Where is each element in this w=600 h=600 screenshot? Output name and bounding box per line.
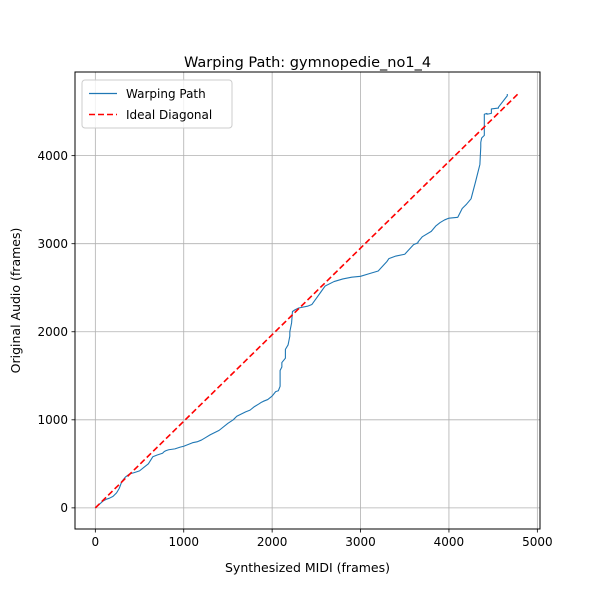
x-tick-label-3000: 3000 xyxy=(345,535,376,549)
x-tick-label-1000: 1000 xyxy=(168,535,199,549)
y-tick-label-2000: 2000 xyxy=(37,325,68,339)
x-axis-ticks: 0 1000 2000 3000 4000 5000 xyxy=(92,529,553,549)
series-line-warping-path xyxy=(94,94,508,509)
y-tick-label-0: 0 xyxy=(60,501,68,515)
x-tick-label-5000: 5000 xyxy=(522,535,553,549)
y-tick-label-3000: 3000 xyxy=(37,237,68,251)
legend: Warping Path Ideal Diagonal xyxy=(81,79,233,129)
x-tick-label-2000: 2000 xyxy=(257,535,288,549)
x-tick-label-4000: 4000 xyxy=(434,535,465,549)
legend-label-warping-path: Warping Path xyxy=(126,87,206,101)
series-layer xyxy=(94,93,519,509)
y-axis-label: Original Audio (frames) xyxy=(8,228,23,374)
legend-box xyxy=(81,79,233,129)
x-tick-label-0: 0 xyxy=(92,535,100,549)
y-tick-label-1000: 1000 xyxy=(37,413,68,427)
chart-title: Warping Path: gymnopedie_no1_4 xyxy=(184,55,431,71)
y-axis-ticks: 0 1000 2000 3000 4000 xyxy=(37,149,75,515)
y-tick-label-4000: 4000 xyxy=(37,149,68,163)
legend-label-ideal-diagonal: Ideal Diagonal xyxy=(126,108,212,122)
grid-lines xyxy=(75,72,540,529)
x-axis-label: Synthesized MIDI (frames) xyxy=(225,560,390,575)
plot-frame xyxy=(74,71,541,530)
